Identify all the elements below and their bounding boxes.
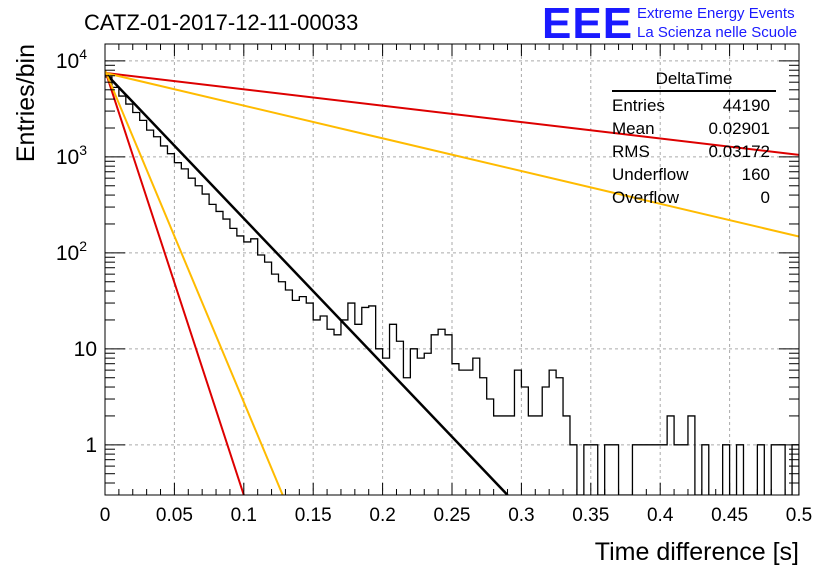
x-tick-label: 0.35 bbox=[572, 505, 609, 526]
y-tick-label: 102 bbox=[56, 238, 87, 265]
stats-row: RMS 0.03172 bbox=[612, 140, 776, 163]
x-tick-label: 0.25 bbox=[434, 505, 471, 526]
x-axis-label: Time difference [s] bbox=[595, 538, 799, 566]
y-tick-base: 10 bbox=[56, 146, 79, 169]
y-tick-base: 10 bbox=[56, 50, 79, 73]
x-tick-label: 0.4 bbox=[647, 505, 674, 526]
y-tick-label: 10 bbox=[74, 338, 97, 361]
fit-line-3 bbox=[105, 71, 799, 156]
y-tick-base: 10 bbox=[74, 338, 97, 361]
x-tick-label: 0.45 bbox=[711, 505, 748, 526]
y-tick-label: 1 bbox=[85, 434, 97, 457]
y-tick-exponent: 2 bbox=[79, 238, 87, 254]
stats-label: RMS bbox=[612, 142, 650, 161]
stats-row: Overflow 0 bbox=[612, 186, 776, 209]
stats-value: 0 bbox=[760, 188, 770, 207]
histogram-line bbox=[105, 76, 799, 495]
y-tick-base: 1 bbox=[85, 434, 97, 457]
stats-value: 44190 bbox=[722, 96, 770, 115]
stats-label: Underflow bbox=[612, 165, 689, 184]
x-tick-label: 0.2 bbox=[369, 505, 395, 526]
stats-box: DeltaTime Entries 44190 Mean 0.02901 RMS 0.… bbox=[612, 69, 776, 209]
stats-title: DeltaTime bbox=[612, 69, 776, 92]
eee-subtitle-line2: La Scienza nelle Scuole bbox=[637, 24, 798, 41]
stats-label: Overflow bbox=[612, 188, 680, 207]
y-tick-exponent: 3 bbox=[79, 142, 87, 158]
eee-subtitle-line1: Extreme Energy Events bbox=[637, 5, 795, 22]
x-tick-label: 0.5 bbox=[786, 505, 812, 526]
x-tick-label: 0.05 bbox=[156, 505, 193, 526]
y-tick-label: 104 bbox=[56, 46, 87, 73]
x-tick-label: 0 bbox=[100, 505, 111, 526]
stats-value: 0.02901 bbox=[708, 119, 770, 138]
stats-label: Entries bbox=[612, 96, 665, 115]
y-tick-base: 10 bbox=[56, 242, 79, 265]
histogram-group bbox=[105, 69, 799, 495]
run-title: CATZ-01-2017-12-11-00033 bbox=[84, 10, 359, 35]
stats-row: Mean 0.02901 bbox=[612, 117, 776, 140]
x-tick-label: 0.3 bbox=[508, 505, 534, 526]
stats-value: 160 bbox=[741, 165, 770, 184]
stats-row: Underflow 160 bbox=[612, 163, 776, 186]
eee-logo: EEE bbox=[542, 0, 634, 48]
fit-line-1 bbox=[105, 69, 245, 495]
y-tick-label: 103 bbox=[56, 142, 87, 169]
x-tick-label: 0.15 bbox=[295, 505, 332, 526]
fit-line-0 bbox=[105, 72, 509, 495]
stats-label: Mean bbox=[612, 119, 655, 138]
stats-value: 0.03172 bbox=[708, 142, 770, 161]
fit-line-2 bbox=[105, 69, 284, 495]
fit-line-4 bbox=[105, 71, 799, 238]
x-tick-label: 0.1 bbox=[231, 505, 257, 526]
y-tick-exponent: 4 bbox=[79, 46, 87, 62]
y-axis-label: Entries/bin bbox=[12, 44, 40, 162]
stats-row: Entries 44190 bbox=[612, 94, 776, 117]
